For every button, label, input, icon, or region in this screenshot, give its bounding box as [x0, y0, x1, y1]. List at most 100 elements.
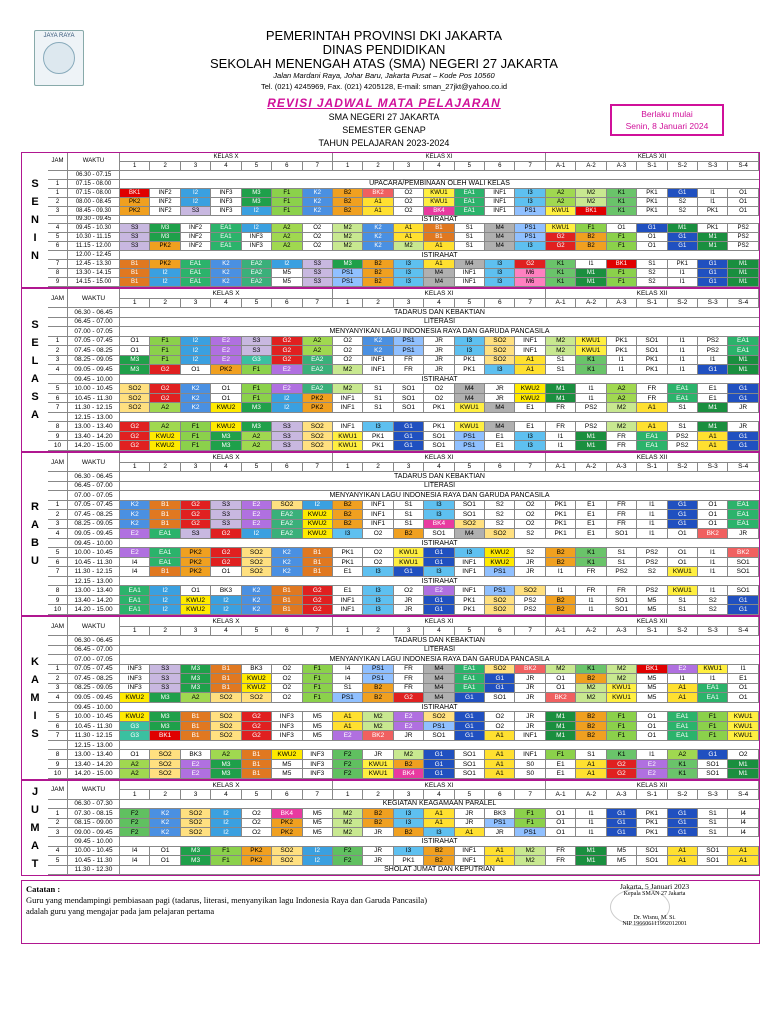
subject-cell: FR: [606, 500, 638, 511]
jam-header: JAM: [48, 153, 68, 171]
subject-cell: EA1: [180, 260, 212, 270]
subject-cell: SO1: [393, 384, 425, 394]
class-col-header: S-3: [698, 626, 729, 637]
subject-cell: O2: [393, 188, 425, 198]
jam-cell: 1: [48, 809, 68, 819]
class-col-header: A-3: [606, 790, 638, 800]
activity-label: [120, 413, 759, 423]
subject-cell: I3: [515, 441, 546, 451]
subject-cell: O1: [180, 586, 212, 596]
subject-cell: SO2: [485, 595, 516, 606]
jam-cell: 6: [48, 557, 68, 568]
subject-cell: S1: [393, 500, 425, 511]
subject-cell: B2: [332, 510, 364, 520]
subject-cell: M1: [545, 393, 577, 404]
jam-cell: [48, 412, 68, 423]
kelas-x-header: KELAS X: [120, 453, 333, 463]
subject-cell: INF1: [454, 846, 486, 857]
subject-cell: G2: [545, 233, 577, 243]
subject-cell: M4: [424, 683, 455, 694]
day-letter: U: [31, 804, 39, 816]
subject-cell: PS2: [637, 586, 668, 596]
subject-cell: B2: [545, 605, 577, 615]
class-col-header: 5: [241, 790, 273, 800]
semester: SEMESTER GENAP: [342, 125, 426, 135]
subject-cell: M3: [180, 683, 212, 694]
subject-cell: KWU2: [485, 548, 516, 558]
subject-cell: O1: [728, 683, 759, 694]
lesson-row: 7 11.30 - 12.15 I4 B1 PK2 O1 SO2 K2 B1 E1 I3 G1 I3 IN…: [48, 567, 759, 577]
subject-cell: KWU1: [332, 431, 364, 442]
subject-cell: M1: [728, 769, 759, 779]
subject-cell: G2: [272, 336, 303, 347]
subject-cell: EA2: [302, 365, 333, 375]
subject-cell: M1: [576, 846, 607, 857]
class-col-header: 6: [485, 161, 516, 171]
subject-cell: G1: [424, 548, 455, 558]
subject-cell: M5: [272, 269, 303, 279]
subject-cell: S3: [150, 664, 181, 675]
subject-cell: SO1: [698, 769, 729, 779]
activity-row: 06.45 - 07.00 LITERASI: [48, 481, 759, 492]
time-cell: 11.30 - 12.15: [68, 403, 120, 413]
subject-cell: G2: [120, 422, 151, 432]
subject-cell: FR: [393, 664, 425, 675]
class-col-header: S-4: [728, 626, 759, 637]
subject-cell: K2: [363, 242, 394, 252]
subject-cell: KWU2: [180, 605, 212, 615]
subject-cell: PK1: [606, 346, 638, 356]
subject-cell: INF1: [363, 519, 394, 530]
subject-cell: PS2: [698, 346, 729, 356]
subject-cell: F2: [120, 809, 151, 819]
subject-cell: E1: [698, 384, 729, 394]
activity-row: 07.00 - 07.05 MENYANYIKAN LAGU INDONESIA …: [48, 327, 759, 337]
subject-cell: F1: [606, 731, 638, 741]
subject-cell: M3: [180, 664, 212, 675]
notes-box: Catatan : Guru yang mendampingi pembiasa…: [21, 880, 760, 944]
activity-row: 11.30 - 12.30 SHOLAT JUMAT DAN KEPUTRIAN: [48, 865, 759, 875]
subject-cell: SO2: [485, 605, 516, 615]
subject-cell: G1: [728, 441, 759, 451]
subject-cell: PS1: [485, 567, 516, 577]
subject-cell: I4: [120, 856, 151, 866]
subject-cell: K1: [576, 664, 607, 675]
subject-cell: M1: [667, 224, 699, 234]
subject-cell: INF1: [363, 365, 394, 375]
jam-cell: 3: [48, 519, 68, 530]
subject-cell: S2: [485, 519, 516, 530]
subject-cell: INF1: [363, 500, 394, 511]
subject-cell: JR: [424, 346, 455, 356]
waktu-header: WAKTU: [68, 617, 120, 637]
subject-cell: SO1: [698, 846, 729, 857]
class-col-header: 7: [515, 462, 546, 473]
subject-cell: INF2: [150, 206, 181, 216]
subject-cell: PK2: [272, 828, 303, 838]
subject-cell: F1: [606, 269, 638, 279]
subject-cell: EA2: [241, 269, 273, 279]
subject-cell: PK1: [637, 818, 668, 828]
subject-cell: KWU1: [424, 197, 455, 207]
subject-cell: O1: [667, 557, 699, 568]
subject-cell: SO1: [728, 557, 759, 568]
lesson-row: 1 07.05 - 07.45 K2 B1 G2 S3 E2 SO2 I2 B2 INF1 S1 I3 S…: [48, 500, 759, 511]
jam-cell: 8: [48, 269, 68, 279]
class-col-header: S-2: [667, 626, 699, 637]
subject-cell: G1: [698, 750, 729, 760]
subject-cell: E2: [393, 712, 425, 722]
subject-cell: S0: [515, 759, 546, 770]
subject-cell: M1: [545, 712, 577, 722]
subject-cell: FR: [637, 384, 668, 394]
subject-cell: O2: [515, 510, 546, 520]
subject-cell: S2: [698, 595, 729, 606]
kelas-xii-header: KELAS XII: [546, 453, 759, 463]
subject-cell: EA1: [120, 605, 151, 615]
time-cell: 06.30 - 07.15: [68, 170, 120, 180]
subject-cell: KWU1: [576, 346, 607, 356]
subject-cell: M1: [728, 365, 759, 375]
jam-cell: [48, 327, 68, 337]
subject-cell: S1: [363, 384, 394, 394]
subject-cell: S3: [180, 529, 212, 539]
activity-label: MENYANYIKAN LAGU INDONESIA RAYA DAN GARU…: [120, 327, 759, 337]
day-kamis: K A M I S JAM WAKTU KELAS X KELAS XI KELAS XII 1 2 3…: [21, 616, 760, 780]
subject-cell: O1: [667, 548, 699, 558]
